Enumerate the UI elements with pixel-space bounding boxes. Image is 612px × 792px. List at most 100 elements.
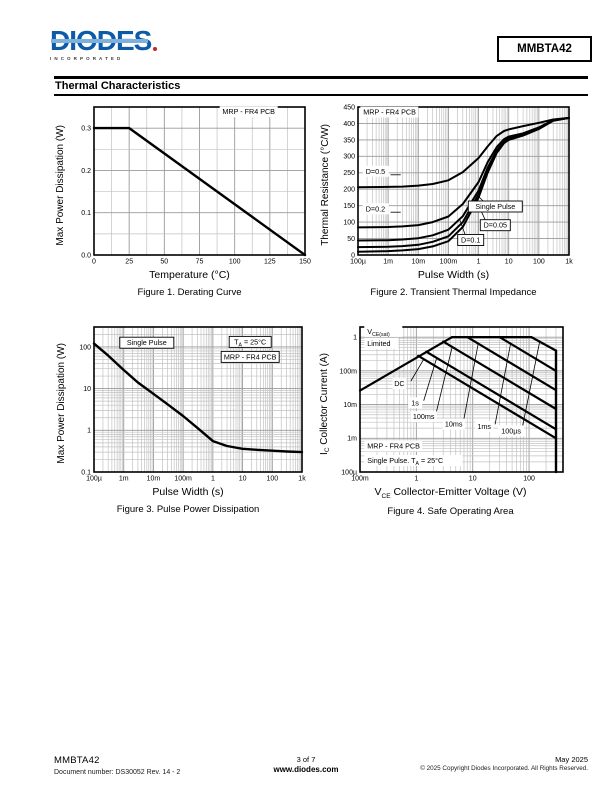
svg-text:250: 250 bbox=[343, 170, 355, 177]
footer-copyright: © 2025 Copyright Diodes Incorporated. Al… bbox=[420, 765, 588, 773]
svg-text:10ms: 10ms bbox=[445, 420, 463, 429]
svg-text:1: 1 bbox=[414, 476, 418, 483]
footer-doc-number: Document number: DS30052 Rev. 14 - 2 bbox=[54, 768, 181, 776]
svg-text:1s: 1s bbox=[411, 398, 419, 407]
fig3-x-axis-label: Pulse Width (s) bbox=[152, 486, 224, 498]
svg-text:50: 50 bbox=[347, 236, 355, 243]
svg-text:D=0.5: D=0.5 bbox=[366, 167, 385, 176]
logo-stripe bbox=[51, 39, 149, 43]
svg-text:100m: 100m bbox=[440, 259, 458, 266]
svg-text:1: 1 bbox=[87, 428, 91, 435]
fig3-plot: 100µ 1m 10m 100m 1 10 100 1k 0.1 1 10 100 Single Pul… bbox=[79, 326, 306, 483]
diodes-logo-wordmark: DIODES bbox=[50, 27, 158, 55]
svg-text:VCE(sat): VCE(sat) bbox=[367, 327, 390, 338]
svg-text:D=0.05: D=0.05 bbox=[484, 221, 507, 230]
svg-text:100: 100 bbox=[343, 220, 355, 227]
svg-text:350: 350 bbox=[343, 137, 355, 144]
svg-text:125: 125 bbox=[264, 259, 276, 266]
footer-website-link[interactable]: www.diodes.com bbox=[273, 765, 339, 775]
svg-text:0.0: 0.0 bbox=[81, 252, 91, 259]
footer-date: May 2025 bbox=[555, 755, 588, 764]
svg-text:Single Pulse. TA = 25°C: Single Pulse. TA = 25°C bbox=[367, 456, 443, 467]
fig4-x-axis-label: VCE Collector-Emitter Voltage (V) bbox=[374, 486, 527, 501]
svg-text:1: 1 bbox=[477, 259, 481, 266]
svg-text:450: 450 bbox=[343, 104, 355, 111]
svg-text:0: 0 bbox=[351, 252, 355, 259]
fig2-plot: 100µ 1m 10m 100m 1 10 100 1k 0 50 100 150 200 250 300 3… bbox=[343, 104, 573, 266]
svg-text:150: 150 bbox=[343, 203, 355, 210]
svg-text:10: 10 bbox=[505, 259, 513, 266]
svg-text:10: 10 bbox=[469, 476, 477, 483]
svg-text:TA = 25°C: TA = 25°C bbox=[234, 337, 266, 348]
svg-text:100m: 100m bbox=[174, 476, 192, 483]
svg-text:Single Pulse: Single Pulse bbox=[475, 202, 515, 211]
svg-text:MRP - FR4 PCB: MRP - FR4 PCB bbox=[224, 352, 277, 361]
svg-text:DC: DC bbox=[394, 379, 404, 388]
svg-text:Single Pulse: Single Pulse bbox=[127, 338, 167, 347]
fig1-x-axis-label: Temperature (°C) bbox=[149, 269, 230, 281]
svg-text:0: 0 bbox=[92, 259, 96, 266]
footer-part-number: MMBTA42 bbox=[54, 755, 100, 766]
fig4-caption: Figure 4. Safe Operating Area bbox=[387, 506, 514, 518]
svg-text:D=0.2: D=0.2 bbox=[366, 204, 385, 213]
figure-1-container: Max Power Dissipation (W) 0 25 50 75 100 125 1… bbox=[52, 101, 311, 298]
svg-text:150: 150 bbox=[299, 259, 311, 266]
fig4-plot: 100m 1 10 100 100µ 1m 10m 100m 1 VCE(sat)Limited D… bbox=[339, 325, 564, 483]
svg-text:100: 100 bbox=[229, 259, 241, 266]
svg-text:100: 100 bbox=[533, 259, 545, 266]
svg-text:10: 10 bbox=[83, 386, 91, 393]
svg-text:0.3: 0.3 bbox=[81, 126, 91, 133]
svg-text:100m: 100m bbox=[351, 476, 369, 483]
fig1-y-axis-label: Max Power Dissipation (W) bbox=[54, 124, 66, 246]
section-title: Thermal Characteristics bbox=[55, 80, 181, 92]
logo-registered-dot-icon bbox=[153, 47, 158, 51]
svg-text:1: 1 bbox=[211, 476, 215, 483]
svg-text:10m: 10m bbox=[147, 476, 161, 483]
fig1-plot: 0 25 50 75 100 125 150 0.0 0.1 0.2 0.3 MRP - FR4 PC… bbox=[81, 106, 311, 266]
svg-text:MRP - FR4 PCB: MRP - FR4 PCB bbox=[367, 441, 420, 450]
svg-text:300: 300 bbox=[343, 154, 355, 161]
part-number-box: MMBTA42 bbox=[497, 36, 592, 62]
svg-text:10m: 10m bbox=[343, 402, 357, 409]
svg-text:100: 100 bbox=[523, 476, 535, 483]
section-header: Thermal Characteristics bbox=[54, 76, 588, 96]
svg-text:0.2: 0.2 bbox=[81, 168, 91, 175]
part-number-text: MMBTA42 bbox=[517, 43, 572, 55]
svg-text:100µ: 100µ bbox=[350, 259, 366, 266]
svg-text:MRP - FR4 PCB: MRP - FR4 PCB bbox=[222, 107, 275, 116]
fig3-caption: Figure 3. Pulse Power Dissipation bbox=[116, 504, 260, 515]
fig1-caption: Figure 1. Derating Curve bbox=[137, 287, 242, 298]
svg-text:100: 100 bbox=[266, 476, 278, 483]
svg-text:200: 200 bbox=[343, 187, 355, 194]
svg-text:1ms: 1ms bbox=[477, 422, 491, 431]
svg-text:10m: 10m bbox=[411, 259, 425, 266]
logo-incorporated-text: INCORPORATED bbox=[50, 56, 124, 61]
svg-text:Limited: Limited bbox=[367, 339, 390, 348]
fig2-x-axis-label: Pulse Width (s) bbox=[417, 269, 490, 281]
svg-text:100ms: 100ms bbox=[413, 412, 435, 421]
svg-text:1: 1 bbox=[353, 335, 357, 342]
svg-text:1m: 1m bbox=[119, 476, 129, 483]
figure-4-container: IC Collector Current (A) 100m 1 10 100 100µ 1… bbox=[318, 321, 569, 517]
svg-text:25: 25 bbox=[125, 259, 133, 266]
footer-right: May 2025 © 2025 Copyright Diodes Incorpo… bbox=[420, 755, 588, 774]
svg-text:100: 100 bbox=[79, 344, 91, 351]
svg-text:100µ: 100µ bbox=[341, 469, 357, 476]
diodes-logo: DIODES INCORPORATED bbox=[50, 27, 170, 61]
footer-page-info: 3 of 7 bbox=[296, 755, 316, 764]
svg-text:100m: 100m bbox=[339, 368, 357, 375]
svg-text:0.1: 0.1 bbox=[81, 469, 91, 476]
svg-text:1k: 1k bbox=[565, 259, 573, 266]
svg-text:50: 50 bbox=[160, 259, 168, 266]
svg-text:400: 400 bbox=[343, 121, 355, 128]
svg-text:100µs: 100µs bbox=[501, 426, 521, 435]
footer-center: 3 of 7 www.diodes.com bbox=[0, 755, 612, 776]
fig2-y-axis-label: Thermal Resistance (°C/W) bbox=[319, 124, 331, 246]
footer-left: MMBTA42 Document number: DS30052 Rev. 14… bbox=[54, 755, 180, 777]
svg-text:75: 75 bbox=[196, 259, 204, 266]
fig2-caption: Figure 2. Transient Thermal Impedance bbox=[370, 287, 537, 298]
svg-text:MRP - FR4 PCB: MRP - FR4 PCB bbox=[363, 108, 416, 117]
svg-text:10: 10 bbox=[239, 476, 247, 483]
svg-text:1m: 1m bbox=[383, 259, 393, 266]
svg-text:1k: 1k bbox=[298, 476, 306, 483]
